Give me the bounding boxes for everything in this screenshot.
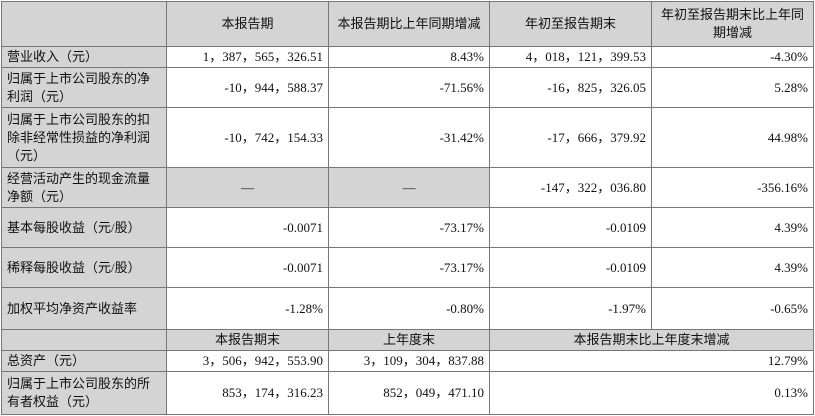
value-cell: -71.56% — [328, 67, 490, 108]
value-cell: -0.0109 — [489, 247, 652, 288]
value-cell: 0.13% — [489, 371, 814, 415]
value-cell: -1.28% — [166, 287, 329, 330]
value-cell: -356.16% — [651, 167, 814, 208]
value-cell: -73.17% — [328, 247, 490, 288]
value-cell: -1.97% — [489, 287, 652, 330]
value-cell: 12.79% — [489, 350, 814, 372]
header-cell: 年初至报告期末 — [489, 1, 652, 47]
data-row: 营业收入（元） 1，387，565，326.51 8.43% 4，018，121，39… — [1, 46, 814, 68]
value-cell: -4.30% — [651, 46, 814, 68]
value-cell: 852，049，471.10 — [328, 371, 490, 415]
value-cell: 8.43% — [328, 46, 490, 68]
header-cell: 年初至报告期末比上年同期增减 — [651, 1, 814, 47]
value-cell: 3，109，304，837.88 — [328, 350, 490, 372]
value-cell: -10，944，588.37 — [166, 67, 329, 108]
data-row: 稀释每股收益（元/股） -0.0071 -73.17% -0.0109 4.39% — [1, 247, 814, 288]
data-row: 归属于上市公司股东的扣除非经常性损益的净利润（元） -10，742，154.33-… — [1, 107, 814, 168]
value-cell: -147，322，036.80 — [489, 167, 652, 208]
value-cell: -16，825，326.05 — [489, 67, 652, 108]
data-row: 总资产（元） 3，506，942，553.90 3，109，304，837.88 12… — [1, 350, 814, 372]
data-row: 归属于上市公司股东的所有者权益（元） 853，174，316.23 852，049，… — [1, 371, 814, 415]
value-cell: -0.0109 — [489, 207, 652, 248]
balance-rows: 总资产（元） 3，506，942，553.90 3，109，304，837.88 12… — [1, 350, 814, 415]
row-label: 总资产（元） — [1, 350, 167, 372]
value-cell: -0.65% — [651, 287, 814, 330]
value-cell: — — [328, 167, 490, 208]
data-row: 经营活动产生的现金流量净额（元） — — -147，322，036.80 -356.16… — [1, 167, 814, 208]
header-cell: 本报告期末比上年度末增减 — [489, 329, 814, 351]
data-row: 加权平均净资产收益率 -1.28% -0.80% -1.97% -0.65% — [1, 287, 814, 330]
value-cell: — — [166, 167, 329, 208]
rows: 营业收入（元） 1，387，565，326.51 8.43% 4，018，121，39… — [1, 46, 814, 330]
row-label: 稀释每股收益（元/股） — [1, 247, 167, 288]
value-cell: -10，742，154.33 — [166, 107, 329, 168]
value-cell: 3，506，942，553.90 — [166, 350, 329, 372]
header-cell: 本报告期 — [166, 1, 329, 47]
header-row: 本报告期 本报告期比上年同期增减 年初至报告期末 年初至报告期末比上年同期增减 — [1, 1, 814, 47]
row-label: 归属于上市公司股东的所有者权益（元） — [1, 371, 167, 415]
row-label: 加权平均净资产收益率 — [1, 287, 167, 330]
subheader-row: 本报告期末 上年度末 本报告期末比上年度末增减 — [1, 329, 814, 351]
value-cell: -73.17% — [328, 207, 490, 248]
value-cell: 4.39% — [651, 247, 814, 288]
row-label: 经营活动产生的现金流量净额（元） — [1, 167, 167, 208]
header-cell: 本报告期末 — [166, 329, 329, 351]
value-cell: 1，387，565，326.51 — [166, 46, 329, 68]
row-label: 归属于上市公司股东的扣除非经常性损益的净利润（元） — [1, 107, 167, 168]
value-cell: 4.39% — [651, 207, 814, 248]
row-label: 归属于上市公司股东的净利润（元） — [1, 67, 167, 108]
row-label: 营业收入（元） — [1, 46, 167, 68]
value-cell: 44.98% — [651, 107, 814, 168]
value-cell: -17，666，379.92 — [489, 107, 652, 168]
row-label: 基本每股收益（元/股） — [1, 207, 167, 248]
value-cell: 4，018，121，399.53 — [489, 46, 652, 68]
value-cell: 853，174，316.23 — [166, 371, 329, 415]
data-row: 基本每股收益（元/股） -0.0071 -73.17% -0.0109 4.39% — [1, 207, 814, 248]
value-cell: -0.0071 — [166, 247, 329, 288]
corner-cell — [1, 1, 167, 47]
corner-cell — [1, 329, 167, 351]
header-cell: 上年度末 — [328, 329, 490, 351]
data-row: 归属于上市公司股东的净利润（元） -10，944，588.37 -71.56% -16… — [1, 67, 814, 108]
value-cell: -0.80% — [328, 287, 490, 330]
value-cell: -0.0071 — [166, 207, 329, 248]
value-cell: 5.28% — [651, 67, 814, 108]
value-cell: -31.42% — [328, 107, 490, 168]
header-cell: 本报告期比上年同期增减 — [328, 1, 490, 47]
